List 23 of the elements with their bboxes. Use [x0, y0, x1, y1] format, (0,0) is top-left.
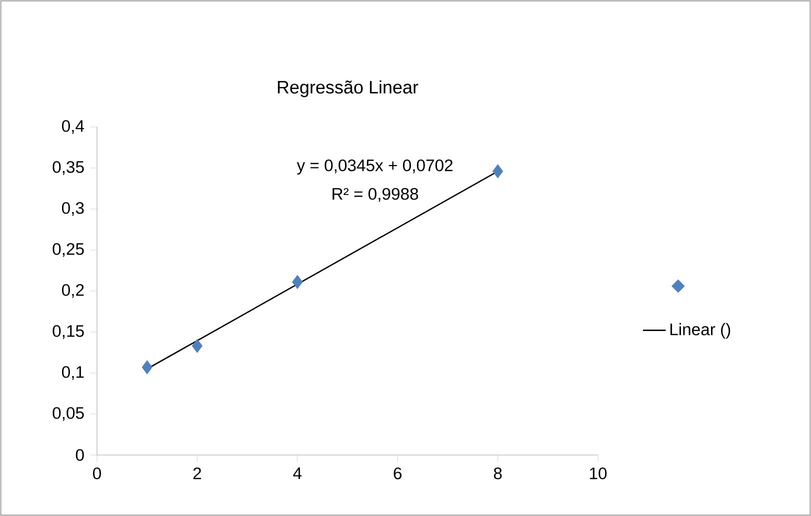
x-tick-label: 4 — [293, 467, 302, 479]
point — [292, 275, 303, 289]
x-tick-label: 0 — [93, 467, 101, 480]
y-tick-label: 0,1 — [62, 366, 84, 380]
point — [192, 338, 202, 353]
x-tick-label: 6 — [394, 467, 402, 480]
point — [142, 360, 152, 374]
y-tick-label: 0,4 — [62, 120, 84, 134]
y-tick-label: 0,35 — [52, 161, 84, 175]
annotation: R² = 0,9988 — [332, 188, 418, 202]
y-tick-label: 0,05 — [52, 407, 84, 421]
legend-label: Linear () — [670, 323, 730, 339]
x-tick-label: 2 — [193, 467, 201, 480]
y-tick-label: 0,3 — [62, 202, 84, 216]
chart-title: Regressão Linear — [278, 80, 418, 98]
y-tick-label: 0,25 — [52, 243, 84, 257]
x-tick-label: 8 — [494, 467, 502, 480]
point — [492, 164, 504, 178]
x-tick-label: 10 — [590, 467, 607, 480]
y-tick-label: 0,15 — [52, 325, 84, 339]
annotation: y = 0,0345x + 0,0702 — [296, 159, 452, 175]
y-tick-label: 0,2 — [62, 284, 84, 298]
y-tick-label: 0 — [76, 449, 84, 461]
